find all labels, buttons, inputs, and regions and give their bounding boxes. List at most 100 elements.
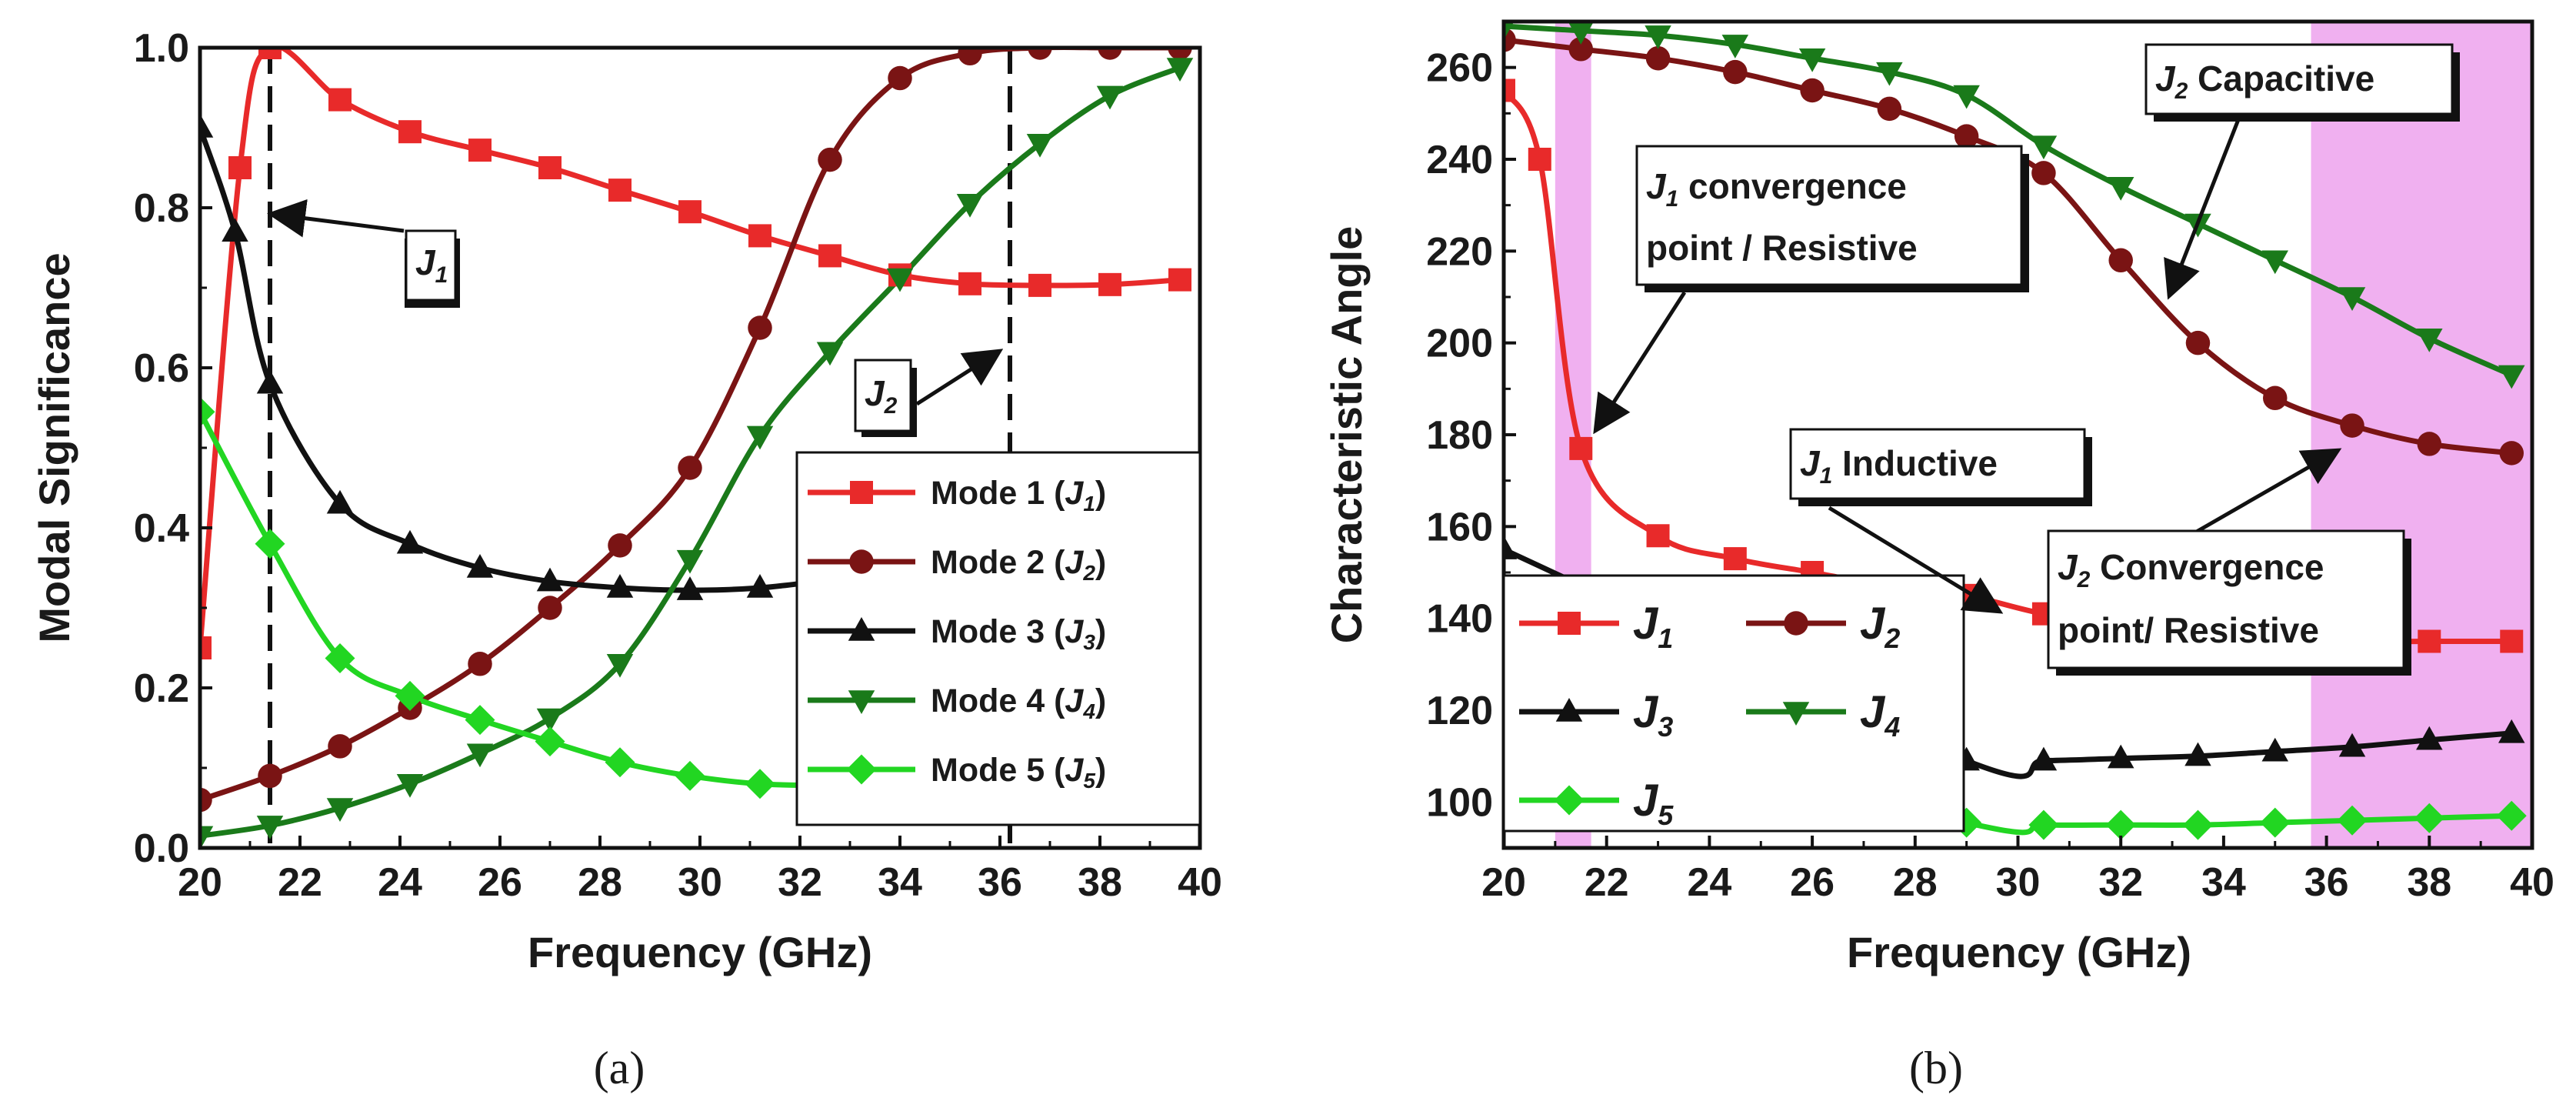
data-point-s2-14 [2499,441,2524,466]
data-point-s2-8 [2031,161,2056,185]
data-point-s3-6 [466,554,494,578]
data-point-s4-7 [1953,85,1980,109]
j2conv-text2: point/ Resistive [2058,610,2319,650]
x-tick-label: 22 [1585,860,1629,905]
data-point-s2-15 [1168,48,1192,60]
data-point-s2-7 [608,533,632,558]
y-tick-label: 180 [1426,413,1493,458]
svg-text:J1 Inductive: J1 Inductive [1800,443,1998,489]
legend-b-swatch-marker-1 [1558,612,1581,635]
chart-characteristic-angle: 20 22 24 26 28 30 32 34 36 38 40100120140160180200… [1322,19,2554,1093]
j1conv-sub: 1 [1666,186,1679,212]
data-point-s2-6 [1877,96,1902,122]
y-tick-label: 240 [1426,138,1493,182]
data-point-s1-4 [328,88,352,112]
data-point-s4-1 [1504,22,1515,40]
data-point-s2-5 [468,652,492,676]
legend-b-label-1: J1 [1633,599,1673,654]
axes-b: 20 22 24 26 28 30 32 34 36 38 40100120140160180200… [1426,46,2554,905]
legend-b-swatch-marker-4 [1782,702,1810,726]
data-point-s1-11 [818,244,841,268]
panel-label-a: (a) [594,1043,645,1093]
data-point-s4-6 [536,708,564,733]
annotation-j1-letter: J [415,242,436,282]
data-point-s4-4 [396,774,424,798]
y-axis-label-b: Characteristic Angle [1322,226,1371,644]
data-point-s4-2 [256,816,284,839]
j1ind-letter: J [1800,443,1821,483]
annotation-j2-sub: 2 [884,393,898,419]
j2cap-sub: 2 [2174,78,2188,104]
data-point-s4-3 [1645,25,1671,49]
annotation-j2: J2 [854,349,1004,437]
data-point-s3-9 [676,576,704,600]
x-tick-label: 30 [1996,860,2041,905]
data-point-s1-15 [1098,272,1121,296]
series-line-3 [200,126,831,593]
data-point-s5-7 [2337,805,2368,836]
legend-b-swatch-marker-5 [1554,785,1585,816]
data-point-s1-3 [258,48,282,59]
annotation-j1-inductive: J1 Inductive [1789,428,2092,614]
data-point-s1-5 [1723,547,1747,571]
data-point-s1-1 [200,636,212,659]
y-tick-label: 200 [1426,322,1493,366]
y-axis-label-a: Modal Significance [30,252,78,642]
data-point-s5-8 [2414,803,2444,833]
data-point-s5-3 [325,643,355,674]
x-tick-label: 28 [1893,860,1938,905]
annotation-j2-letter: J [865,373,885,413]
data-point-s1-10 [748,224,771,248]
data-point-s2-4 [1723,59,1748,85]
data-point-s1-14 [2418,629,2441,653]
j1conv-letter: J [1646,166,1667,206]
x-tick-label: 28 [578,860,622,905]
data-point-s5-4 [2105,809,2136,840]
legend-a-label-1: Mode 1 (J1) [931,475,1106,516]
data-point-s2-1 [200,787,212,813]
data-point-s3-10 [746,574,774,598]
data-point-s3-4 [2107,744,2134,769]
j2conv-text1: Convergence [2090,547,2324,587]
x-tick-label: 40 [2510,860,2554,905]
x-tick-label: 24 [1687,860,1731,905]
y-tick-label: 140 [1426,597,1493,642]
data-point-s4-14 [1096,85,1124,110]
legend-a-label-3: Mode 3 (J3) [931,613,1106,654]
data-point-s4-9 [2107,177,2134,201]
legend-a-swatch-marker-4 [848,690,875,714]
data-point-s5-4 [395,680,425,711]
data-point-s3-7 [2338,733,2366,757]
chart-modal-significance: 20 22 24 26 28 30 32 34 36 38 40 0.0 0.2 0.4 0.6 0.8 1.0… [30,26,1222,1093]
y-tick-label: 260 [1426,46,1493,91]
x-axis-label-b: Frequency (GHz) [1847,928,2191,976]
data-point-s3-2 [222,218,248,242]
data-point-s2-5 [1800,78,1825,103]
x-tick-label: 36 [978,860,1022,905]
data-point-s2-10 [818,147,842,172]
data-point-s4-4 [1721,35,1749,58]
data-point-s4-5 [1798,48,1826,72]
data-point-s1-6 [468,138,492,162]
data-point-s3-3 [2030,746,2058,771]
j2conv-sub: 2 [2077,567,2091,592]
data-point-s1-16 [1168,268,1191,292]
x-tick-label: 34 [878,860,922,905]
data-point-s4-14 [2498,365,2525,389]
data-point-s1-5 [398,120,422,144]
y-tick-label: 220 [1426,229,1493,274]
data-point-s1-4 [1646,524,1670,548]
annotation-j1-convergence: J1 convergence point / Resistive [1593,145,2029,435]
data-point-s4-12 [956,194,984,218]
series-line-4 [200,65,1181,839]
legend-a-swatch-marker-5 [846,754,877,785]
svg-text:J1: J1 [415,242,448,288]
x-tick-label: 32 [778,860,822,905]
y-tick-label: 1.0 [134,26,189,71]
annotation-j2-capacitive: J2 Capacitive [2144,43,2460,300]
data-point-s2-14 [1098,48,1122,60]
data-point-s2-3 [328,734,352,759]
legend-b: J1 J2 J3 J4 J5 [1502,574,1965,833]
data-point-s2-2 [258,763,282,789]
